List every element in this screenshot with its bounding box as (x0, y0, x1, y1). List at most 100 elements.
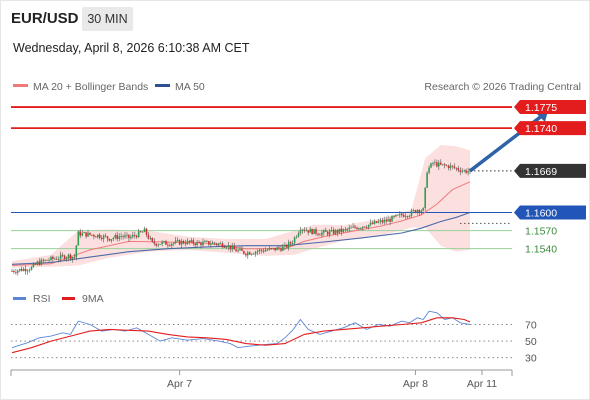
candle (323, 229, 325, 236)
candle (145, 228, 148, 238)
candle (420, 209, 423, 215)
level-label-1.1669: 1.1669 (525, 166, 557, 178)
candle (365, 225, 368, 229)
candle (132, 232, 134, 239)
candle (297, 231, 300, 238)
candle (270, 247, 272, 250)
ma9-legend-swatch (62, 297, 75, 300)
candle (465, 168, 467, 175)
rsi-legend-label: RSI (33, 293, 51, 305)
candle (239, 246, 241, 251)
candle (198, 240, 200, 243)
candle (139, 230, 142, 233)
candle (149, 235, 152, 241)
candle (100, 235, 103, 241)
candle (245, 252, 247, 258)
candle (315, 227, 317, 236)
candle (428, 165, 430, 175)
candle (438, 160, 440, 170)
candle (305, 227, 308, 232)
candle (200, 241, 202, 249)
candle (155, 243, 157, 248)
candle (24, 265, 27, 275)
candle (124, 232, 126, 239)
candle (330, 226, 333, 232)
candle (397, 214, 399, 216)
candle (455, 167, 458, 172)
candle (358, 227, 360, 230)
candle (28, 268, 31, 273)
candle (50, 255, 52, 262)
candle (389, 216, 391, 226)
candle (287, 239, 290, 251)
rsi-tick-30: 30 (525, 353, 537, 365)
level-label-1.1570: 1.1570 (525, 226, 557, 238)
candle (445, 164, 448, 167)
candle (377, 219, 380, 224)
candle (348, 224, 350, 232)
candle (424, 187, 426, 212)
candle (264, 247, 267, 252)
candle (321, 230, 323, 238)
candle (176, 237, 179, 242)
candle (254, 250, 257, 257)
candle (364, 226, 366, 228)
candle (402, 212, 405, 218)
candle (344, 227, 347, 233)
candle (44, 259, 46, 262)
candle (225, 246, 228, 249)
candle (426, 171, 428, 189)
candle (11, 268, 13, 272)
candle (293, 236, 296, 246)
candle (157, 243, 159, 248)
candle (163, 240, 165, 244)
x-tick-label: Apr 7 (167, 378, 192, 390)
candle (169, 243, 171, 247)
candle (128, 234, 130, 242)
candle (122, 234, 124, 240)
candle (418, 209, 421, 216)
candle (20, 266, 23, 272)
candle (249, 251, 251, 255)
candle (408, 214, 411, 219)
candle (278, 245, 280, 251)
candle (52, 255, 54, 262)
candle (453, 163, 456, 170)
candle (211, 240, 214, 245)
candle (202, 238, 204, 247)
research-credit: Research © 2026 Trading Central (424, 81, 581, 93)
candle (178, 239, 181, 246)
candle (356, 226, 358, 230)
candle (130, 234, 132, 240)
level-tag-1.1669 (514, 163, 586, 178)
candle (467, 167, 469, 176)
candle (217, 242, 220, 247)
candle (83, 231, 85, 234)
candle (319, 232, 321, 236)
candle (385, 216, 387, 225)
candle (362, 226, 364, 231)
candle (346, 227, 348, 233)
candle (260, 248, 263, 254)
candle (332, 227, 335, 235)
candle (434, 159, 436, 166)
candle (69, 253, 72, 262)
candle (387, 215, 389, 222)
candle (334, 228, 337, 236)
candle (174, 237, 177, 245)
candle (210, 240, 212, 248)
candle (299, 226, 302, 236)
candle (59, 251, 62, 263)
candle (65, 256, 68, 262)
candle (161, 240, 163, 247)
candle (325, 227, 327, 232)
candle (336, 229, 339, 237)
candle (61, 252, 64, 258)
candle (173, 242, 175, 247)
timeframe-button[interactable]: 30 MIN (82, 7, 133, 31)
rsi-tick-50: 50 (525, 336, 537, 348)
candle (208, 241, 210, 246)
candle (338, 228, 341, 234)
candle (110, 239, 113, 243)
